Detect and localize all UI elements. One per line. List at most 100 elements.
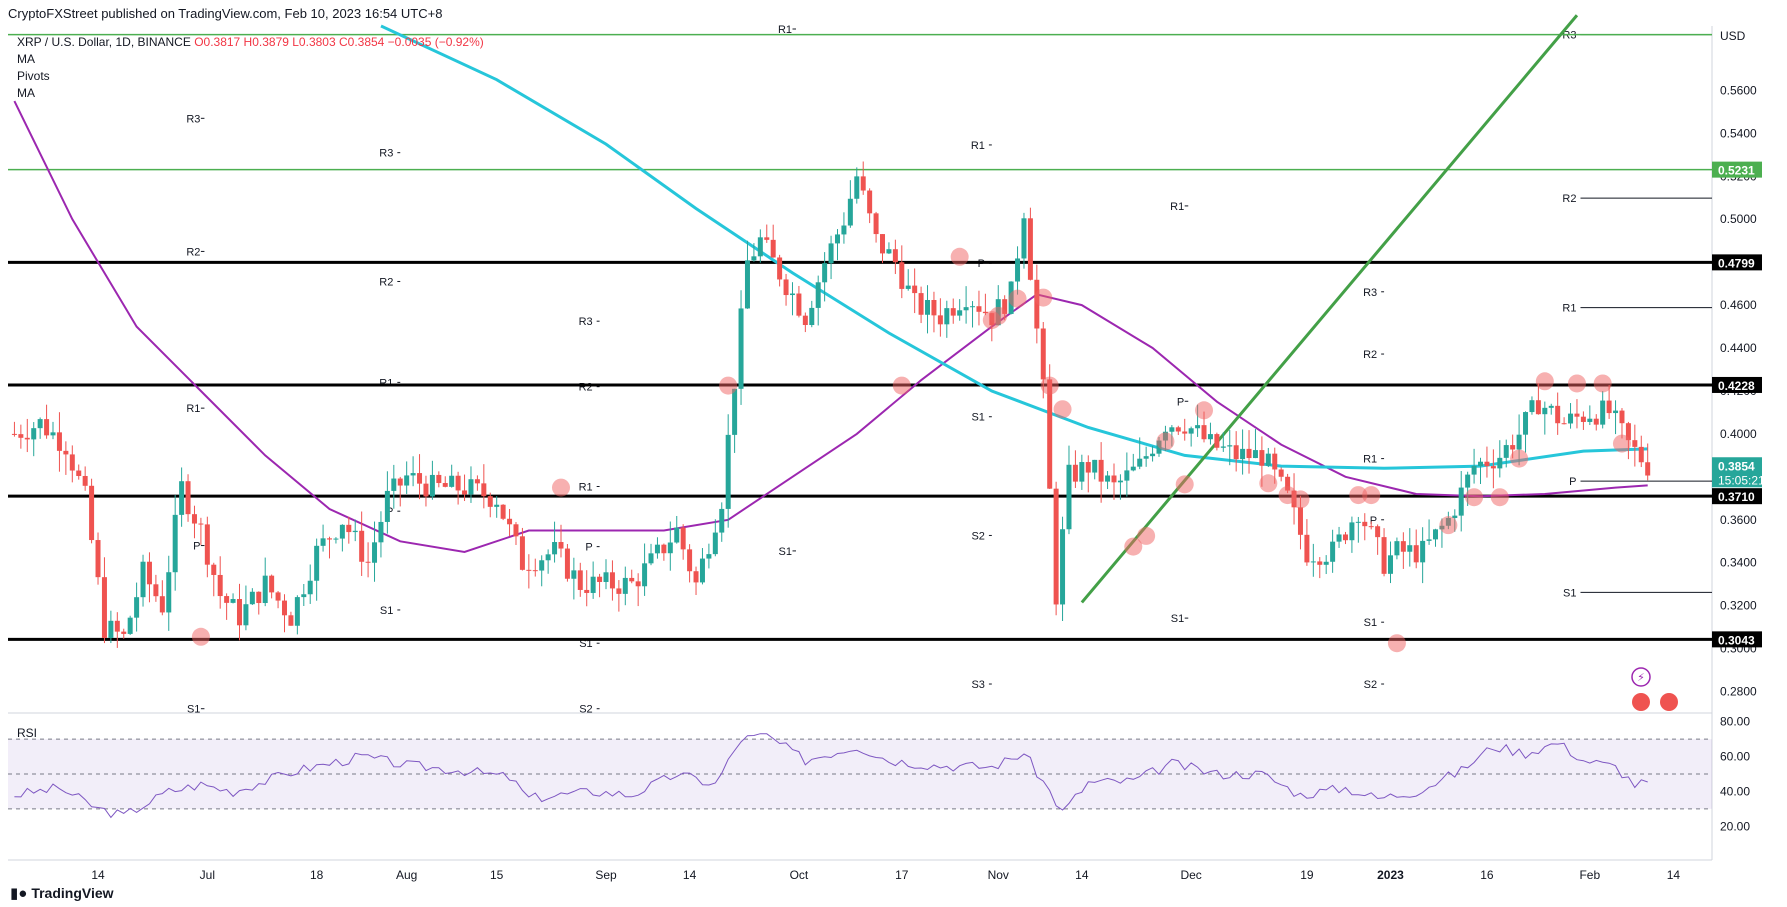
candle-body [307,580,313,595]
price-label: 0.3854 [1718,459,1755,473]
rsi-tick: 80.00 [1720,715,1750,729]
price-label: 0.5231 [1718,164,1755,178]
candle-body [1072,464,1078,482]
candle-body [56,432,62,451]
date-tick: Nov [988,868,1009,882]
pivot-label-S1: S1 [187,704,200,716]
candle-body [101,577,107,638]
candle-body [410,473,416,476]
candle-body [320,538,326,546]
candle-body [256,591,262,604]
candle-body [1317,561,1323,565]
candle-body [970,306,976,308]
candle-body [159,596,165,613]
candle-body [172,514,178,573]
candle-body [661,544,667,554]
pivot-label-R1: R1 [379,377,393,389]
candle-body [1188,428,1194,434]
candle-body [436,474,442,484]
candle-body [854,176,860,199]
candle-body [50,432,56,436]
bounce-marker [1156,432,1175,451]
candle-body [925,300,931,315]
pivot-label-S1: S1 [1563,587,1576,599]
pivot-label-R3: R3 [579,316,593,328]
pivot-label-R1: R1 [579,482,593,494]
pivot-label-R2: R2 [1562,193,1576,205]
candle-body [166,572,172,613]
candle-body [1478,461,1484,466]
pivot-label-R2: R2 [186,246,200,258]
candle-body [442,483,448,487]
candle-body [18,434,24,438]
candle-body [764,237,770,240]
candle-body [1169,427,1175,432]
rsi-line [14,733,1648,819]
candle-body [577,570,583,590]
candle-body [1246,448,1252,459]
indicator-ma-1[interactable]: MA [17,52,35,66]
rsi-title[interactable]: RSI [17,726,38,740]
candle-body [114,620,120,632]
lightning-event-icon [1631,667,1651,687]
candle-body [1182,431,1188,434]
candle-body [384,490,390,522]
candle-body [841,225,847,235]
candle-body [699,558,705,583]
pivot-label-R2: R2 [1363,349,1377,361]
candle-body [24,437,30,440]
candle-body [552,542,558,555]
price-tick: 0.3200 [1720,599,1757,613]
candle-body [1503,445,1509,458]
candle-body [1143,456,1149,459]
indicator-ma-2[interactable]: MA [17,86,35,100]
candle-body [404,475,410,486]
plot-area [8,26,1712,713]
date-tick: 16 [1480,868,1494,882]
candle-body [828,243,834,264]
candle-body [1516,434,1522,450]
date-tick: Dec [1180,868,1201,882]
candle-body [545,554,551,561]
candle-body [281,600,287,616]
candle-body [738,308,744,389]
candle-body [526,569,532,571]
candle-body [1111,475,1117,483]
candle-body [629,577,635,582]
candle-body [1381,537,1387,574]
candle-body [1278,469,1284,477]
candle-body [121,631,127,634]
candle-body [950,308,956,316]
candle-body [365,561,371,563]
candle-body [1060,529,1066,605]
candle-body [1207,434,1213,440]
rsi-tick: 60.00 [1720,750,1750,764]
symbol-label[interactable]: XRP / U.S. Dollar, 1D, BINANCE [17,35,191,49]
candle-body [1150,453,1156,457]
candle-body [1214,434,1220,448]
candle-body [1413,545,1419,563]
candle-body [590,576,596,593]
bounce-marker [1349,486,1368,505]
price-label-box [1712,376,1762,393]
candle-body [1265,453,1271,466]
price-tick: 0.3400 [1720,556,1757,570]
candle-body [1034,279,1040,329]
price-tick: 0.2800 [1720,685,1757,699]
price-label: 0.4799 [1718,256,1755,270]
indicator-pivots[interactable]: Pivots [17,69,50,83]
candle-body [957,310,963,316]
candle-body [635,581,641,587]
candle-body [719,508,725,533]
candle-body [397,478,403,486]
date-tick: 15 [490,868,504,882]
bounce-marker [1387,634,1406,653]
candle-body [867,190,873,214]
pivot-label-R2: R2 [379,276,393,288]
candle-body [912,285,918,294]
candle-body [82,475,88,486]
date-tick: 2023 [1377,868,1404,882]
candle-body [1220,446,1226,448]
candle-body [76,470,82,476]
